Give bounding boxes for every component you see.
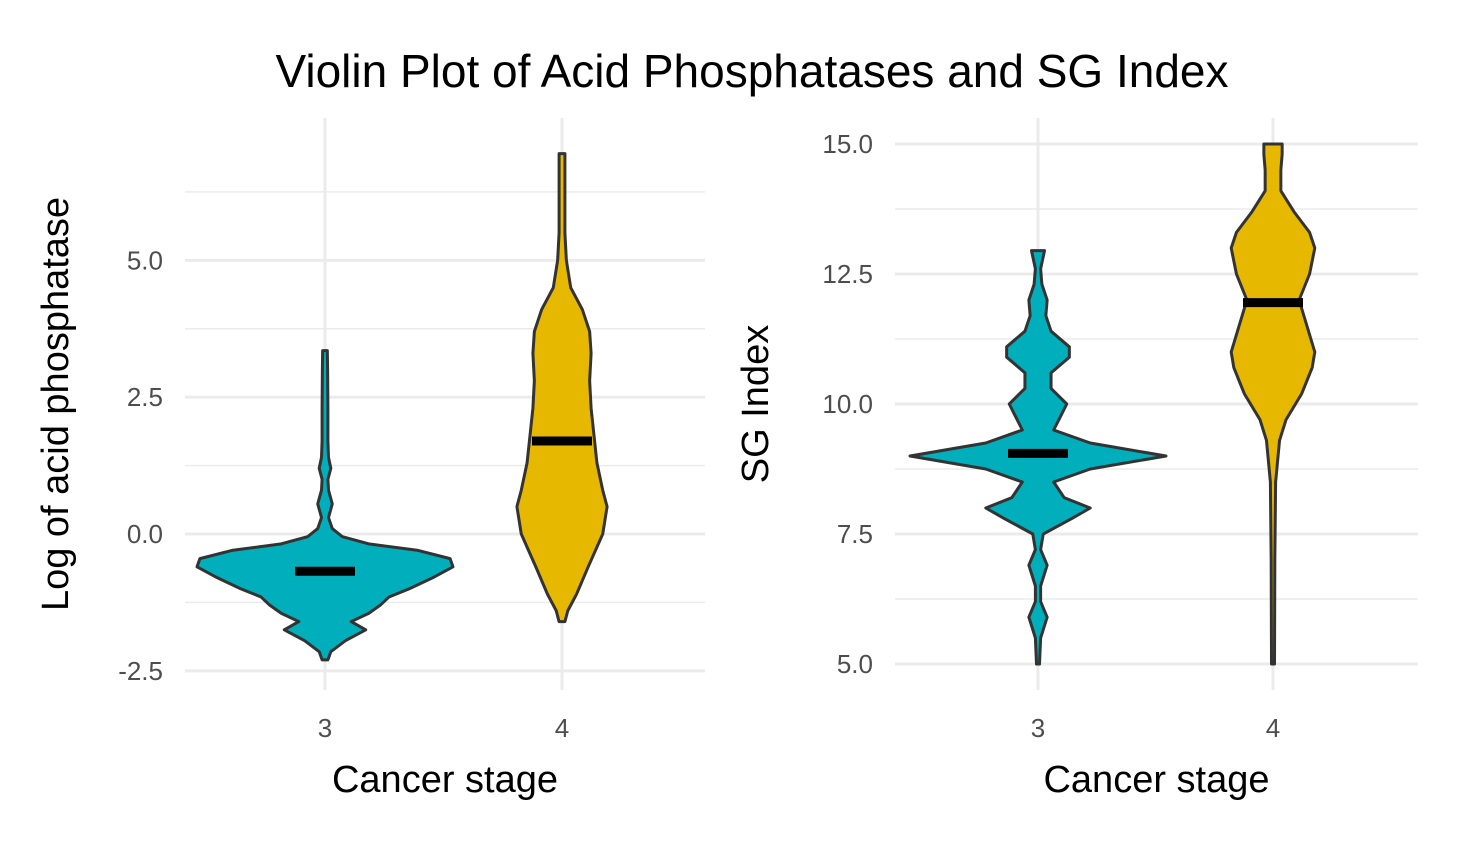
sg-y-axis-label: SG Index <box>735 325 777 483</box>
acid-y-axis-label: Log of acid phosphatase <box>35 197 77 611</box>
sg-xtick-label: 4 <box>1266 713 1280 743</box>
sg-x-axis-label: Cancer stage <box>1043 759 1269 801</box>
sg-ytick-label: 5.0 <box>837 649 873 679</box>
sg-index-panel: 5.0 7.5 10.0 12.5 15.0 3 4 Cancer stage SG Index <box>735 118 1418 801</box>
acid-xtick-label: 4 <box>555 713 569 743</box>
acid-x-axis-label: Cancer stage <box>332 759 558 801</box>
acid-xtick-label: 3 <box>318 713 332 743</box>
sg-ytick-label: 12.5 <box>822 259 873 289</box>
chart-title: Violin Plot of Acid Phosphatases and SG … <box>276 45 1229 97</box>
sg-ytick-label: 15.0 <box>822 129 873 159</box>
sg-xtick-label: 3 <box>1031 713 1045 743</box>
sg-violin-stage-4 <box>1229 142 1317 666</box>
acid-ytick-label: 5.0 <box>127 245 163 275</box>
sg-ytick-label: 10.0 <box>822 389 873 419</box>
acid-ytick-label: 2.5 <box>127 382 163 412</box>
acid-ytick-label: 0.0 <box>127 519 163 549</box>
sg-ytick-label: 7.5 <box>837 519 873 549</box>
acid-phosphatase-panel: -2.5 0.0 2.5 5.0 3 4 Cancer stage Log of acid p… <box>35 118 705 801</box>
acid-ytick-label: -2.5 <box>118 656 163 686</box>
acid-violin-stage-4 <box>515 152 609 624</box>
acid-violin-stage-3 <box>195 349 455 662</box>
